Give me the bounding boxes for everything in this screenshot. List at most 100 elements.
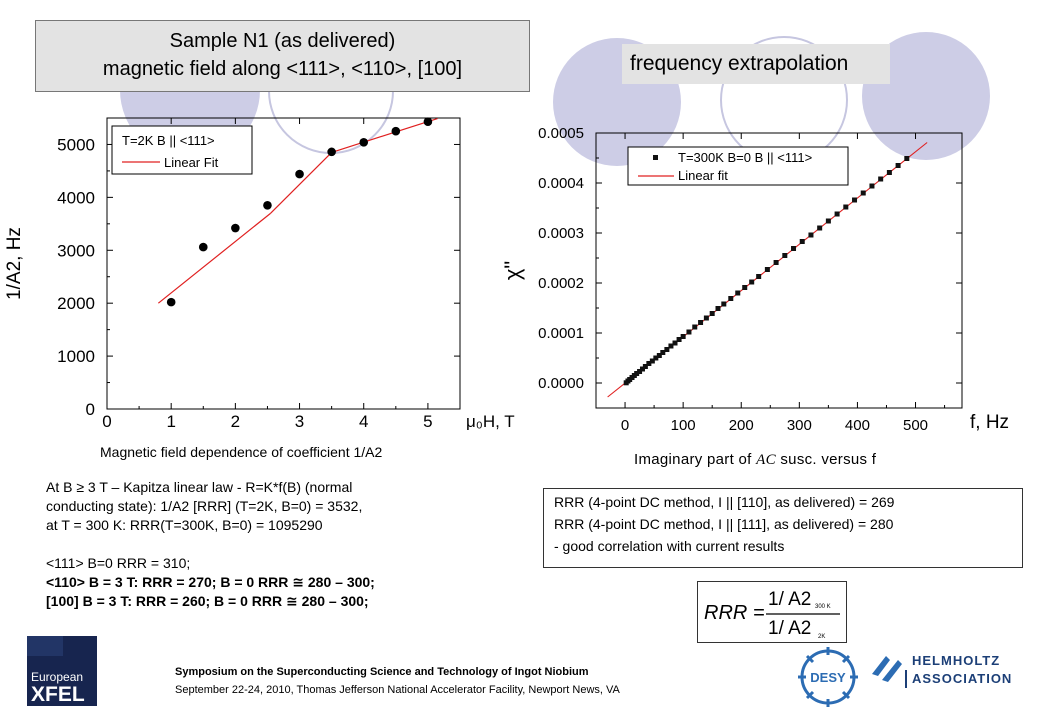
data-point [852, 197, 858, 203]
data-point [656, 353, 662, 358]
formula-lhs: RRR = [704, 602, 765, 624]
data-point [791, 246, 797, 251]
data-point [263, 201, 272, 210]
data-point [639, 366, 645, 372]
x-tick-label: 2 [231, 412, 240, 431]
data-point [904, 156, 910, 161]
plot-frame [106, 117, 461, 410]
y-axis-label: 1/A2, Hz [4, 227, 25, 300]
results-text: At B ≥ 3 T – Kapitza linear law - R=K*f(… [46, 478, 516, 611]
y-tick-label: 0.0005 [538, 125, 584, 142]
data-point [649, 358, 655, 364]
legend-entry: Linear Fit [164, 155, 219, 170]
y-tick-label: 0 [86, 400, 95, 419]
data-point [843, 204, 849, 210]
fit-line-segment [157, 212, 272, 304]
legend-marker-swatch [653, 155, 658, 160]
data-point [721, 301, 727, 307]
data-point [660, 350, 666, 355]
x-tick-label: 400 [845, 417, 870, 434]
x-tick-label: 0 [621, 417, 629, 434]
x-axis-label: μ₀H, T [466, 412, 515, 431]
data-point [634, 371, 640, 376]
data-point [295, 169, 304, 179]
european-xfel-logo: European XFEL [27, 636, 97, 706]
data-point [686, 329, 692, 335]
data-point [423, 117, 433, 127]
data-point [756, 274, 762, 279]
rrr-dc-results-box: RRR (4-point DC method, I || [110], as d… [543, 488, 1023, 568]
fit-line-segment [270, 151, 333, 214]
data-point [764, 267, 770, 272]
legend-entry: T=2K B || <111> [122, 133, 215, 148]
formula-denominator-sub: 2K [818, 634, 825, 640]
right-chart-caption: Imaginary part of AC susc. versus f [634, 451, 877, 468]
x-tick-label: 500 [903, 417, 928, 434]
left-chart-caption: Magnetic field dependence of coefficient… [100, 444, 383, 460]
results-line-5: <110> B = 3 T: RRR = 270; B = 0 RRR ≅ 28… [46, 574, 375, 590]
data-point [715, 306, 721, 311]
data-point [166, 297, 176, 307]
data-point [742, 285, 748, 290]
data-point [672, 340, 678, 346]
x-tick-label: 100 [671, 417, 696, 434]
data-point [728, 296, 734, 301]
rrr-line-2: RRR (4-point DC method, I || [111], as d… [554, 516, 894, 532]
data-point [735, 290, 741, 296]
fit-line-segment [331, 117, 438, 153]
data-point [668, 343, 674, 349]
data-point [231, 223, 240, 233]
x-tick-label: 4 [359, 412, 368, 431]
data-point [825, 218, 831, 224]
frequency-extrapolation-label: frequency extrapolation [622, 44, 890, 84]
data-point [327, 147, 336, 157]
svg-text:DESY: DESY [810, 670, 846, 685]
rrr-line-1: RRR (4-point DC method, I || [110], as d… [554, 494, 895, 510]
plot-frame [595, 132, 963, 409]
data-point [642, 364, 648, 369]
legend-entry: T=300K B=0 B || <111> [678, 150, 812, 165]
data-point [709, 311, 715, 316]
helmholtz-icon [872, 656, 902, 682]
data-point [834, 211, 840, 217]
results-line-1: At B ≥ 3 T – Kapitza linear law - R=K*f(… [46, 479, 353, 495]
data-point [703, 315, 709, 321]
y-tick-label: 0.0003 [538, 225, 584, 242]
formula-denominator: 1/ A2 [768, 618, 811, 639]
data-point [198, 242, 208, 252]
data-point [698, 320, 704, 325]
slide-title: Sample N1 (as delivered) magnetic field … [35, 20, 530, 92]
title-line-1: Sample N1 (as delivered) [169, 30, 396, 52]
data-point [782, 253, 788, 258]
data-point [391, 126, 401, 136]
data-point [749, 279, 755, 285]
data-point [676, 337, 682, 342]
formula-numerator-sub: 300 K [815, 604, 831, 610]
x-tick-label: 5 [423, 412, 432, 431]
results-line-6: [100] B = 3 T: RRR = 260; B = 0 RRR ≅ 28… [46, 593, 369, 609]
data-point [773, 260, 779, 265]
y-axis-label: χ" [500, 261, 525, 280]
formula-numerator: 1/ A2 [768, 589, 811, 610]
data-point [664, 347, 670, 352]
legend-entry: Linear fit [678, 168, 728, 183]
y-tick-label: 1000 [57, 347, 95, 366]
y-tick-label: 0.0000 [538, 375, 584, 392]
data-point [808, 232, 814, 238]
data-point [646, 361, 652, 366]
data-point [817, 225, 823, 231]
results-line-4: <111> B=0 RRR = 310; [46, 555, 191, 571]
data-point [799, 239, 805, 244]
x-tick-label: 300 [787, 417, 812, 434]
data-point [878, 176, 884, 182]
y-tick-label: 5000 [57, 135, 95, 154]
x-tick-label: 200 [729, 417, 754, 434]
x-axis-label: f, Hz [970, 412, 1009, 433]
y-tick-label: 0.0001 [538, 325, 584, 342]
y-tick-label: 0.0004 [538, 175, 584, 192]
chart-chi-vs-frequency: 0 100 200 300 400 500 0.0000 0.0001 0.0002 0.0003… [500, 125, 1009, 434]
x-tick-label: 3 [295, 412, 304, 431]
results-line-3: at T = 300 K: RRR(T=300K, B=0) = 1095290 [46, 517, 323, 533]
data-point [637, 369, 643, 374]
y-tick-label: 2000 [57, 294, 95, 313]
